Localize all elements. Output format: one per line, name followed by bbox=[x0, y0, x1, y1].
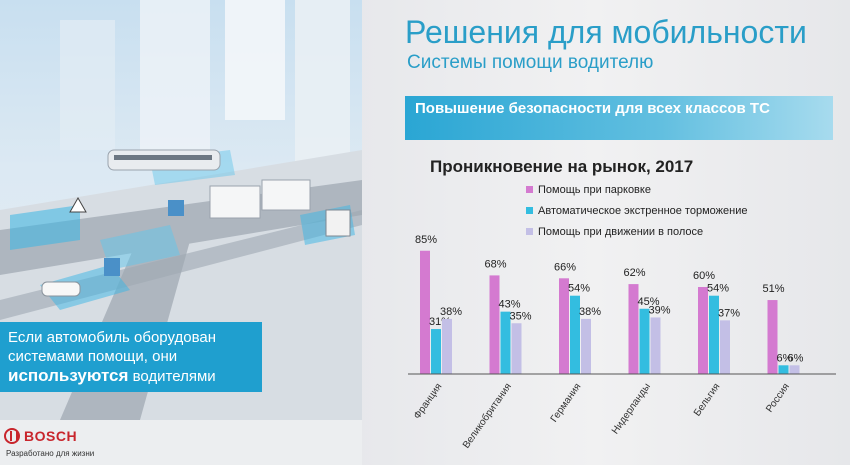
logo-text: BOSCH bbox=[24, 428, 78, 444]
data-label: 6% bbox=[788, 352, 804, 364]
data-label: 51% bbox=[763, 283, 785, 295]
legend-label: Помощь при парковке bbox=[538, 184, 651, 196]
bar bbox=[511, 323, 522, 374]
bar bbox=[628, 284, 639, 374]
bar bbox=[650, 317, 661, 374]
legend-swatch bbox=[526, 207, 533, 214]
bar bbox=[570, 295, 580, 374]
bar bbox=[420, 250, 430, 374]
category-label: Германия bbox=[549, 381, 584, 424]
data-label: 66% bbox=[554, 261, 576, 273]
bar bbox=[639, 308, 650, 374]
legend-label: Автоматическое экстренное торможение bbox=[538, 205, 747, 217]
category-label: Франция bbox=[412, 381, 445, 421]
data-label: 38% bbox=[579, 306, 601, 318]
legend-swatch bbox=[526, 186, 533, 193]
bosch-armature-icon bbox=[4, 428, 20, 444]
data-label: 62% bbox=[624, 267, 646, 279]
bar bbox=[559, 278, 569, 374]
bar bbox=[489, 275, 500, 374]
data-label: 38% bbox=[440, 306, 462, 318]
data-label: 43% bbox=[499, 299, 521, 311]
legend-swatch bbox=[526, 228, 533, 235]
caption-strong: используются bbox=[8, 366, 129, 385]
data-label: 60% bbox=[693, 270, 715, 282]
data-label: 68% bbox=[485, 258, 507, 270]
bar bbox=[720, 320, 730, 374]
data-label: 39% bbox=[649, 304, 671, 316]
page-subtitle: Системы помощи водителю bbox=[407, 52, 654, 73]
caption-line-1: Если автомобиль оборудован bbox=[8, 329, 216, 346]
bar bbox=[500, 311, 511, 374]
caption-tail: водителями bbox=[128, 368, 216, 385]
bar bbox=[767, 300, 778, 374]
category-label: Нидерланды bbox=[610, 381, 653, 436]
data-label: 54% bbox=[568, 283, 590, 295]
logo-tagline: Разработано для жизни bbox=[6, 449, 95, 458]
data-label: 35% bbox=[510, 310, 532, 322]
caption-box: Если автомобиль оборудован системами пом… bbox=[0, 322, 262, 392]
data-label: 85% bbox=[415, 234, 437, 246]
category-label: Бельгия bbox=[692, 381, 723, 418]
data-label: 6% bbox=[777, 352, 793, 364]
legend-label: Помощь при движении в полосе bbox=[538, 226, 703, 238]
bar bbox=[698, 287, 708, 374]
category-label: Великобритания bbox=[460, 381, 514, 451]
bar bbox=[431, 329, 441, 374]
data-label: 54% bbox=[707, 283, 729, 295]
caption-line-3: используются водителями bbox=[8, 366, 254, 386]
highlight-banner: Повышение безопасности для всех классов … bbox=[405, 96, 833, 140]
footer bbox=[0, 420, 362, 465]
caption-line-2: системами помощи, они bbox=[8, 348, 178, 365]
bar bbox=[709, 295, 719, 374]
bar bbox=[442, 318, 452, 374]
bar bbox=[789, 365, 800, 374]
data-label: 37% bbox=[718, 307, 740, 319]
bar bbox=[581, 318, 591, 374]
bar bbox=[778, 365, 789, 374]
chart-title: Проникновение на рынок, 2017 bbox=[430, 157, 694, 176]
data-label: 45% bbox=[638, 296, 660, 308]
category-label: Россия bbox=[764, 381, 792, 414]
page-title: Решения для мобильности bbox=[405, 14, 807, 50]
